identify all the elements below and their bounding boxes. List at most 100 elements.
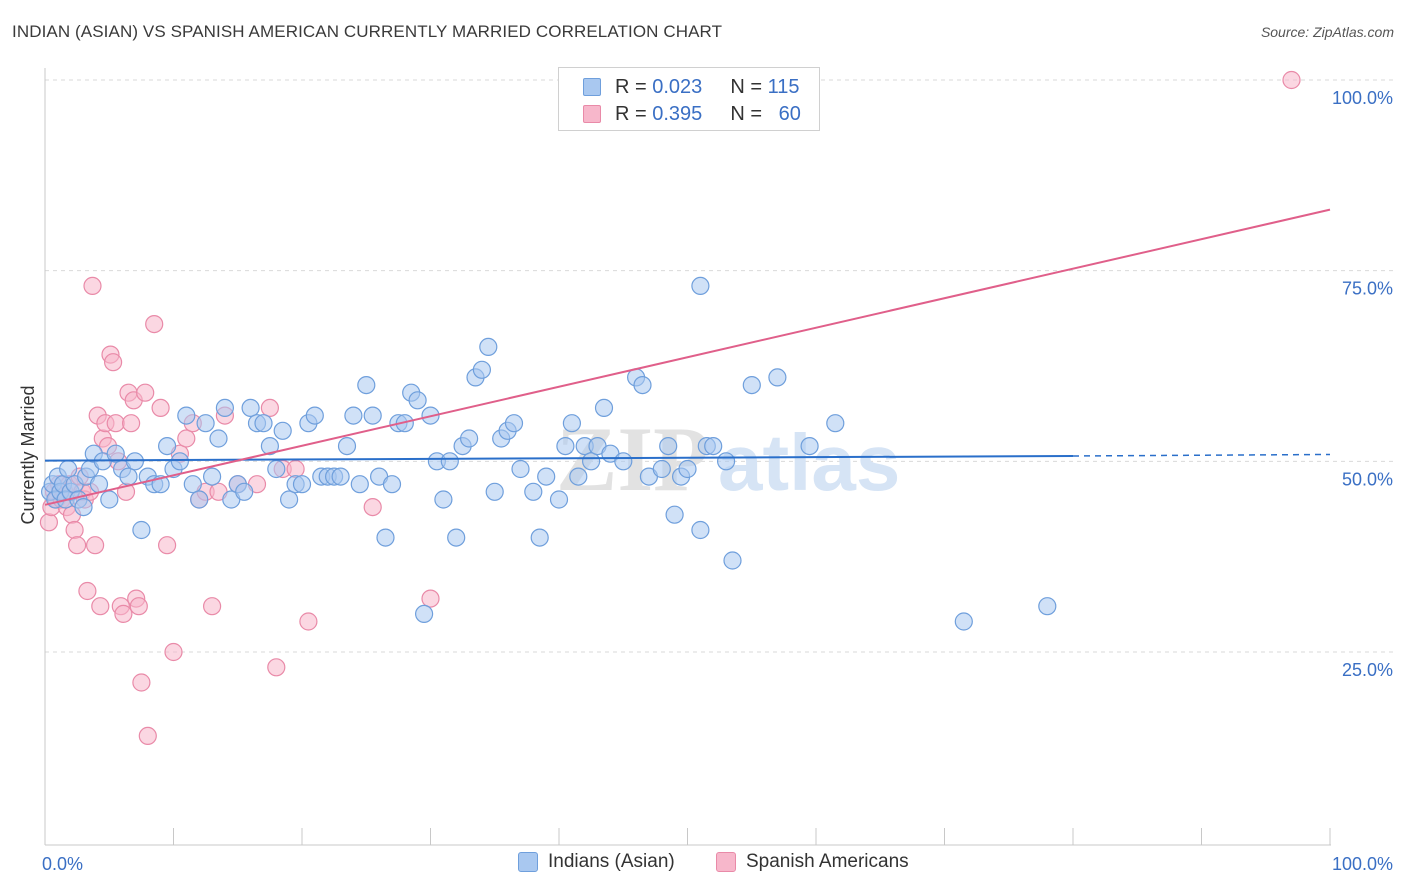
spanish-americans-points bbox=[39, 70, 1301, 746]
indians-asian-point bbox=[691, 520, 710, 540]
trend-lines bbox=[44, 208, 1331, 506]
indians-asian-point bbox=[472, 360, 491, 379]
indians-asian-point bbox=[440, 452, 459, 471]
spanish-americans-point bbox=[138, 726, 157, 746]
indians-asian-point bbox=[460, 429, 479, 448]
indians-asian-point bbox=[183, 475, 202, 494]
indians-asian-point bbox=[614, 452, 633, 471]
spanish-americans-point bbox=[103, 353, 123, 372]
indians-asian-point bbox=[537, 467, 556, 486]
spanish-americans-point bbox=[421, 589, 440, 608]
indians-asian-point bbox=[170, 452, 189, 471]
indians-asian-point bbox=[556, 437, 575, 456]
indians-asian-point bbox=[562, 414, 582, 433]
indians-asian-point bbox=[158, 437, 177, 456]
legend-item-spanish: Spanish Americans bbox=[716, 851, 909, 873]
indians-asian-point bbox=[241, 398, 260, 417]
indians-asian-point bbox=[280, 490, 299, 509]
indians-asian-point bbox=[235, 482, 254, 501]
indians-asian-trendline bbox=[44, 454, 1074, 462]
indians-asian-point bbox=[569, 467, 588, 486]
indians-asian-point bbox=[125, 452, 144, 471]
spanish-americans-trendline bbox=[44, 208, 1331, 506]
indians-asian-point bbox=[524, 482, 543, 501]
x-tick-label-end: 100.0% bbox=[1332, 854, 1393, 874]
spanish-americans-point bbox=[299, 612, 318, 631]
indians-asian-point bbox=[678, 459, 697, 479]
indians-asian-point bbox=[305, 406, 324, 425]
spanish-americans-point bbox=[122, 414, 141, 433]
indians-asian-point bbox=[382, 475, 402, 494]
spanish-americans-point bbox=[65, 520, 84, 540]
indians-asian-point bbox=[652, 459, 671, 479]
indians-asian-point bbox=[742, 376, 761, 395]
spanish-americans-point bbox=[151, 398, 170, 417]
indians-asian-point bbox=[337, 437, 357, 456]
indians-asian-point bbox=[350, 475, 369, 494]
indians-asian-point bbox=[273, 421, 292, 440]
indians-asian-point bbox=[530, 528, 549, 547]
spanish-americans-point bbox=[83, 276, 102, 295]
indians-asian-point bbox=[954, 612, 973, 631]
indians-asian-point bbox=[1038, 597, 1057, 616]
indians-asian-point bbox=[363, 406, 382, 425]
spanish-americans-point bbox=[286, 459, 305, 479]
spanish-americans-point bbox=[363, 498, 382, 517]
indians-asian-point bbox=[331, 467, 350, 486]
y-axis-label: Currently Married bbox=[18, 385, 38, 524]
legend-swatch-pink bbox=[716, 852, 736, 872]
x-tick-label-start: 0.0% bbox=[42, 854, 83, 874]
indians-asian-point bbox=[511, 459, 530, 479]
y-tick-label: 100.0% bbox=[1332, 88, 1393, 108]
spanish-americans-point bbox=[1282, 70, 1301, 90]
legend-row-indians: R = 0.023 N = 115 bbox=[583, 75, 799, 99]
indians-asian-point bbox=[447, 528, 466, 547]
indians-asian-point bbox=[479, 337, 498, 356]
spanish-americans-point bbox=[177, 429, 196, 448]
indians-asian-point bbox=[376, 528, 395, 547]
y-tick-label: 25.0% bbox=[1342, 660, 1393, 680]
indians-asian-point bbox=[74, 498, 93, 517]
indians-asian-point bbox=[594, 398, 614, 417]
source-note: Source: ZipAtlas.com bbox=[1260, 24, 1394, 40]
indians-asian-point bbox=[800, 437, 819, 456]
indians-asian-point bbox=[549, 490, 569, 509]
legend-r-label: R = bbox=[615, 75, 647, 98]
legend-r-label: R = bbox=[615, 102, 647, 125]
indians-asian-point bbox=[292, 475, 312, 494]
indians-asian-point bbox=[704, 437, 723, 456]
spanish-americans-point bbox=[136, 383, 155, 402]
indians-asian-point bbox=[119, 467, 138, 486]
spanish-americans-point bbox=[132, 673, 151, 692]
legend-label-spanish: Spanish Americans bbox=[746, 851, 909, 872]
indians-asian-point bbox=[581, 452, 601, 471]
correlation-legend: R = 0.023 N = 115 R = 0.395 N = 60 bbox=[558, 67, 820, 131]
legend-swatch-pink bbox=[583, 105, 601, 123]
series-legend: Indians (Asian) Spanish Americans bbox=[0, 851, 1406, 877]
legend-swatch-blue bbox=[583, 78, 601, 96]
chart-title: INDIAN (ASIAN) VS SPANISH AMERICAN CURRE… bbox=[12, 22, 723, 41]
indians-asian-point bbox=[132, 520, 151, 540]
indians-asian-point bbox=[177, 406, 196, 425]
axis-layer bbox=[44, 68, 1331, 846]
y-tick-label: 75.0% bbox=[1342, 279, 1393, 299]
spanish-americans-point bbox=[260, 398, 279, 417]
indians-asian-point bbox=[215, 398, 234, 417]
indians-asian-point bbox=[209, 429, 228, 448]
legend-r-value: 0.023 bbox=[652, 75, 703, 98]
indians-asian-point bbox=[768, 368, 787, 387]
legend-n-label: N = bbox=[730, 75, 762, 98]
indians-asian-point bbox=[190, 490, 209, 509]
y-tick-label: 50.0% bbox=[1342, 469, 1393, 489]
spanish-americans-point bbox=[114, 604, 133, 624]
spanish-americans-point bbox=[39, 513, 59, 532]
spanish-americans-point bbox=[106, 414, 125, 433]
spanish-americans-point bbox=[129, 597, 148, 616]
indians-asian-point bbox=[254, 414, 273, 433]
indians-asian-point bbox=[260, 437, 279, 456]
indians-asian-point bbox=[826, 414, 845, 433]
legend-row-spanish: R = 0.395 N = 60 bbox=[583, 102, 801, 126]
tick-labels: 25.0% 50.0% 75.0% 100.0% 0.0% 100.0% Currently… bbox=[18, 88, 1393, 874]
indians-asian-point bbox=[504, 414, 524, 433]
